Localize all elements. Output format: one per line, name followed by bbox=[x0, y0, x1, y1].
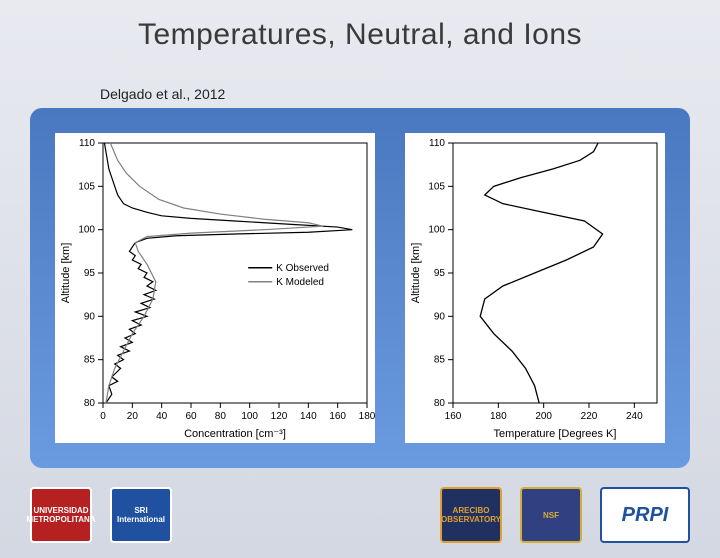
svg-text:80: 80 bbox=[434, 398, 446, 409]
svg-text:40: 40 bbox=[156, 411, 168, 422]
page-title: Temperatures, Neutral, and Ions bbox=[0, 18, 720, 52]
svg-text:200: 200 bbox=[535, 411, 552, 422]
nsf-logo: NSF bbox=[520, 487, 582, 543]
citation-text: Delgado et al., 2012 bbox=[100, 86, 225, 102]
svg-text:100: 100 bbox=[428, 225, 445, 236]
umet-logo: UNIVERSIDAD METROPOLITANA bbox=[30, 487, 92, 543]
svg-text:160: 160 bbox=[445, 411, 462, 422]
svg-text:Concentration [cm⁻³]: Concentration [cm⁻³] bbox=[184, 428, 286, 440]
svg-text:0: 0 bbox=[100, 411, 106, 422]
svg-text:K Observed: K Observed bbox=[276, 263, 329, 274]
svg-text:90: 90 bbox=[434, 311, 446, 322]
svg-text:90: 90 bbox=[84, 311, 96, 322]
svg-text:80: 80 bbox=[84, 398, 96, 409]
svg-text:110: 110 bbox=[79, 138, 95, 149]
arecibo-logo: ARECIBO OBSERVATORY bbox=[440, 487, 502, 543]
svg-text:105: 105 bbox=[428, 181, 445, 192]
sri-logo: SRI International bbox=[110, 487, 172, 543]
svg-text:160: 160 bbox=[329, 411, 346, 422]
svg-text:110: 110 bbox=[429, 138, 445, 149]
svg-text:Temperature [Degrees K]: Temperature [Degrees K] bbox=[494, 428, 617, 440]
chart-container: 0 20 40 60 80 100 120 140 160 180 80 85 90 95 100 105 11… bbox=[30, 108, 690, 468]
svg-text:100: 100 bbox=[241, 411, 258, 422]
svg-text:K Modeled: K Modeled bbox=[276, 277, 324, 288]
svg-text:180: 180 bbox=[490, 411, 507, 422]
svg-text:85: 85 bbox=[434, 355, 446, 366]
temperature-chart: 160 180 200 220 240 80 85 90 95 100 105 110 Temperat… bbox=[405, 133, 665, 443]
svg-text:95: 95 bbox=[434, 268, 446, 279]
svg-text:85: 85 bbox=[84, 355, 96, 366]
svg-text:95: 95 bbox=[84, 268, 96, 279]
concentration-chart: 0 20 40 60 80 100 120 140 160 180 80 85 90 95 100 105 11… bbox=[55, 133, 375, 443]
svg-text:Altitude [km]: Altitude [km] bbox=[410, 243, 422, 304]
svg-text:100: 100 bbox=[78, 225, 95, 236]
svg-text:240: 240 bbox=[626, 411, 643, 422]
svg-text:140: 140 bbox=[300, 411, 317, 422]
prpi-logo: PRPI bbox=[600, 487, 690, 543]
svg-text:180: 180 bbox=[359, 411, 375, 422]
svg-text:105: 105 bbox=[78, 181, 95, 192]
svg-text:120: 120 bbox=[271, 411, 288, 422]
svg-text:20: 20 bbox=[127, 411, 139, 422]
svg-text:80: 80 bbox=[215, 411, 227, 422]
svg-text:Altitude [km]: Altitude [km] bbox=[60, 243, 72, 304]
svg-text:60: 60 bbox=[185, 411, 197, 422]
svg-text:220: 220 bbox=[581, 411, 598, 422]
